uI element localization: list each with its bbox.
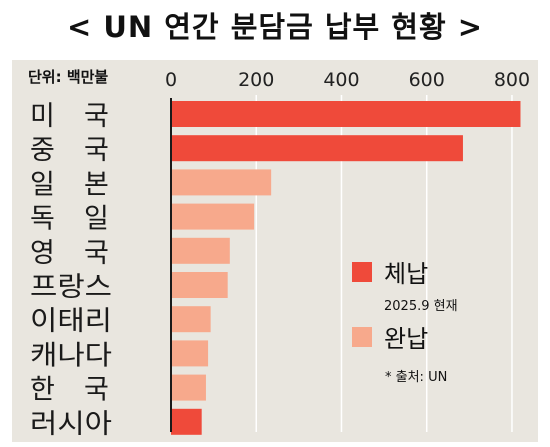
category-label-part: 국: [84, 101, 109, 132]
bar-3: [171, 203, 255, 230]
legend-label-paid: 완납: [384, 325, 428, 353]
unit-label: 단위: 백만불: [28, 68, 108, 86]
x-tick-label: 800: [494, 69, 530, 91]
category-label: 캐나다: [30, 340, 112, 371]
bar-5: [171, 272, 228, 298]
bar-7: [171, 340, 209, 367]
bar-layer: [171, 101, 521, 435]
bar-8: [171, 374, 206, 401]
category-label: 러시아: [30, 409, 112, 440]
chart-title: < UN 연간 분담금 납부 현황 >: [66, 10, 484, 44]
category-label-part: 독: [30, 204, 55, 235]
bar-4: [171, 237, 230, 264]
legend-note-date: 2025.9 현재: [384, 299, 458, 314]
category-label-part: 일: [30, 169, 55, 200]
x-tick-label: 0: [165, 69, 177, 91]
category-label-part: 미: [30, 101, 55, 132]
category-label-part: 일: [84, 204, 109, 235]
source-note: * 출처: UN: [385, 370, 447, 385]
bar-1: [171, 135, 463, 162]
category-label-part: 본: [84, 169, 109, 200]
bar-6: [171, 306, 211, 333]
category-label-part: 국: [84, 135, 109, 166]
bar-2: [171, 169, 272, 196]
legend: 체납 2025.9 현재 완납 * 출처: UN: [352, 260, 458, 385]
category-label-part: 국: [84, 238, 109, 269]
legend-swatch-paid: [352, 327, 372, 347]
bar-9: [171, 408, 202, 435]
x-tick-label: 400: [323, 69, 359, 91]
legend-swatch-unpaid: [352, 262, 372, 282]
category-label-part: 중: [30, 135, 55, 166]
tick-layer: 0 200 400 600 800: [165, 69, 530, 91]
category-label: 프랑스: [30, 272, 112, 303]
x-tick-label: 600: [409, 69, 445, 91]
category-label-part: 영: [30, 238, 55, 269]
category-label-part: 한: [30, 375, 55, 406]
category-label: 이태리: [30, 306, 112, 337]
legend-label-unpaid: 체납: [384, 260, 428, 288]
x-tick-label: 200: [238, 69, 274, 91]
category-label-part: 국: [84, 375, 109, 406]
bar-0: [171, 101, 521, 127]
